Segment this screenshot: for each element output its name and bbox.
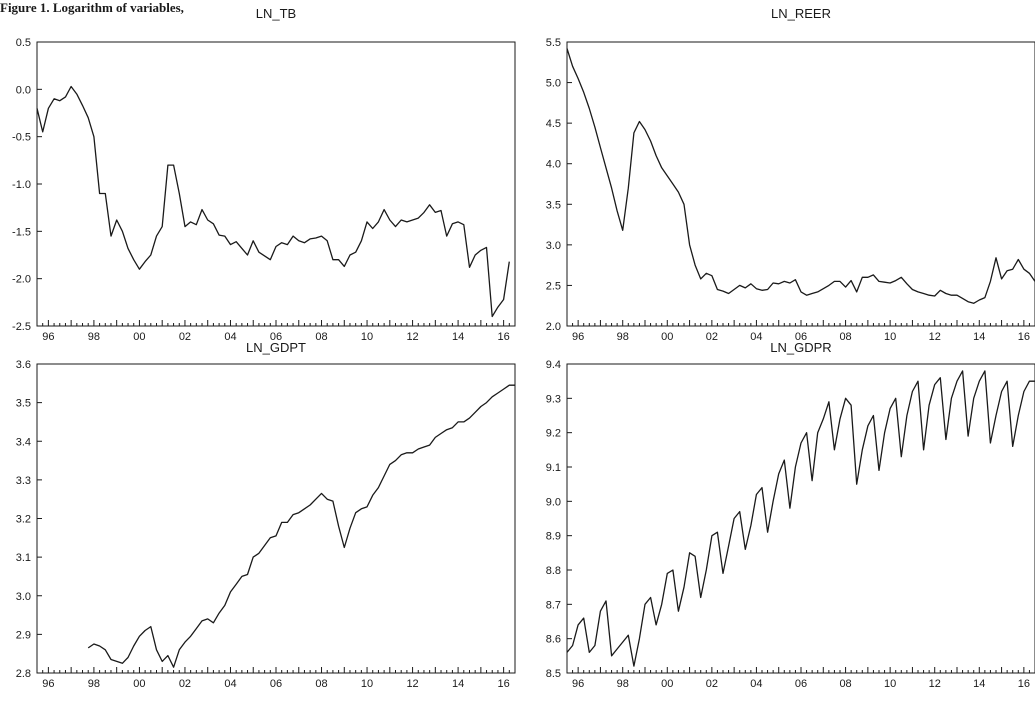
y-tick-label: 5.0 bbox=[546, 78, 561, 90]
y-tick-label: -0.5 bbox=[12, 132, 31, 144]
x-tick-label: 16 bbox=[497, 678, 509, 690]
x-tick-label: 12 bbox=[929, 331, 941, 343]
y-tick-label: -1.5 bbox=[12, 226, 31, 238]
chart-ln-gdpt: LN_GDPT 3.6 3.5 3.4 3.3 3.2 3.1 3.0 2.9 2.8 96 98 00… bbox=[16, 340, 516, 690]
x-tick-label: 06 bbox=[270, 678, 282, 690]
y-tick-label: 8.7 bbox=[546, 599, 561, 611]
x-tick-label: 02 bbox=[179, 678, 191, 690]
series-line bbox=[566, 48, 1035, 304]
x-tick-label: 96 bbox=[42, 678, 54, 690]
chart-ln-gdpr: LN_GDPR 9.4 9.3 9.2 9.1 9.0 8.9 8.8 8.7 8.6 8.5 96 9… bbox=[546, 340, 1035, 690]
x-tick-label: 12 bbox=[406, 678, 418, 690]
series-line bbox=[566, 370, 1035, 667]
x-tick-label: 04 bbox=[750, 331, 762, 343]
y-tick-label: 3.6 bbox=[16, 359, 31, 371]
x-tick-label: 98 bbox=[617, 331, 629, 343]
x-tick-label: 98 bbox=[88, 331, 100, 343]
x-tick-label: 02 bbox=[706, 331, 718, 343]
x-tick-label: 00 bbox=[133, 678, 145, 690]
x-tick-label: 08 bbox=[315, 331, 327, 343]
x-tick-label: 00 bbox=[661, 331, 673, 343]
x-tick-label: 12 bbox=[929, 678, 941, 690]
y-tick-label: 3.5 bbox=[546, 199, 561, 211]
x-tick-label: 16 bbox=[1018, 331, 1030, 343]
y-tick-label: 3.1 bbox=[16, 552, 31, 564]
y-tick-label: -1.0 bbox=[12, 179, 31, 191]
x-tick-label: 96 bbox=[572, 678, 584, 690]
plot-frame bbox=[566, 363, 1035, 674]
x-tick-label: 14 bbox=[452, 331, 464, 343]
x-tick-label: 02 bbox=[179, 331, 191, 343]
x-tick-label: 10 bbox=[361, 331, 373, 343]
x-tick-label: 14 bbox=[973, 331, 985, 343]
y-tick-label: -2.0 bbox=[12, 274, 31, 286]
y-tick-label: 9.4 bbox=[546, 359, 561, 371]
x-tick-label: 06 bbox=[795, 678, 807, 690]
x-tick-label: 04 bbox=[224, 678, 236, 690]
x-tick-label: 06 bbox=[270, 331, 282, 343]
y-tick-label: 4.0 bbox=[546, 159, 561, 171]
plot-frame bbox=[566, 41, 1035, 327]
y-tick-label: 8.9 bbox=[546, 531, 561, 543]
y-tick-label: 2.5 bbox=[546, 280, 561, 292]
x-tick-label: 96 bbox=[42, 331, 54, 343]
x-tick-label: 14 bbox=[973, 678, 985, 690]
series-line bbox=[87, 384, 515, 668]
plot-frame bbox=[36, 363, 516, 674]
y-tick-label: 3.0 bbox=[546, 240, 561, 252]
y-tick-label: 5.5 bbox=[546, 37, 561, 49]
y-tick-label: 8.5 bbox=[546, 668, 561, 680]
chart-title: LN_REER bbox=[771, 6, 831, 21]
y-tick-label: 3.5 bbox=[16, 398, 31, 410]
x-tick-label: 96 bbox=[572, 331, 584, 343]
y-tick-label: 3.2 bbox=[16, 514, 31, 526]
chart-title: LN_GDPT bbox=[246, 340, 306, 355]
x-tick-label: 10 bbox=[361, 678, 373, 690]
x-tick-label: 06 bbox=[795, 331, 807, 343]
x-tick-label: 10 bbox=[884, 678, 896, 690]
x-tick-label: 16 bbox=[1018, 678, 1030, 690]
y-tick-label: 8.8 bbox=[546, 565, 561, 577]
series-line bbox=[36, 85, 510, 318]
x-tick-label: 02 bbox=[706, 678, 718, 690]
y-tick-label: 4.5 bbox=[546, 118, 561, 130]
x-tick-label: 12 bbox=[406, 331, 418, 343]
y-tick-label: 9.3 bbox=[546, 393, 561, 405]
chart-title: LN_TB bbox=[256, 6, 296, 21]
y-tick-label: 2.0 bbox=[546, 321, 561, 333]
x-tick-label: 04 bbox=[750, 678, 762, 690]
x-tick-label: 08 bbox=[839, 331, 851, 343]
x-tick-label: 98 bbox=[617, 678, 629, 690]
y-tick-label: 3.3 bbox=[16, 475, 31, 487]
y-tick-label: 3.4 bbox=[16, 436, 31, 448]
chart-ln-tb: LN_TB 0.5 0.0 -0.5 -1.0 -1.5 -2.0 -2.5 96 98 00 02 0… bbox=[12, 6, 516, 343]
y-tick-label: -2.5 bbox=[12, 321, 31, 333]
y-tick-label: 9.2 bbox=[546, 428, 561, 440]
y-tick-label: 9.0 bbox=[546, 496, 561, 508]
chart-ln-reer: LN_REER 5.5 5.0 4.5 4.0 3.5 3.0 2.5 2.0 96 98 00 02 0… bbox=[546, 6, 1035, 343]
y-tick-label: 0.0 bbox=[16, 84, 31, 96]
y-tick-label: 2.9 bbox=[16, 629, 31, 641]
y-tick-label: 0.5 bbox=[16, 37, 31, 49]
plot-frame bbox=[36, 41, 516, 327]
x-tick-label: 00 bbox=[661, 678, 673, 690]
y-tick-label: 3.0 bbox=[16, 591, 31, 603]
chart-title: LN_GDPR bbox=[770, 340, 831, 355]
y-tick-label: 2.8 bbox=[16, 668, 31, 680]
x-tick-label: 10 bbox=[884, 331, 896, 343]
x-tick-label: 16 bbox=[497, 331, 509, 343]
x-tick-label: 08 bbox=[315, 678, 327, 690]
x-tick-label: 98 bbox=[88, 678, 100, 690]
y-tick-label: 8.6 bbox=[546, 634, 561, 646]
y-tick-label: 9.1 bbox=[546, 462, 561, 474]
x-tick-label: 08 bbox=[839, 678, 851, 690]
figure-caption: Figure 1. Logarithm of variables, bbox=[0, 0, 184, 15]
x-tick-label: 00 bbox=[133, 331, 145, 343]
x-tick-label: 14 bbox=[452, 678, 464, 690]
x-tick-label: 04 bbox=[224, 331, 236, 343]
